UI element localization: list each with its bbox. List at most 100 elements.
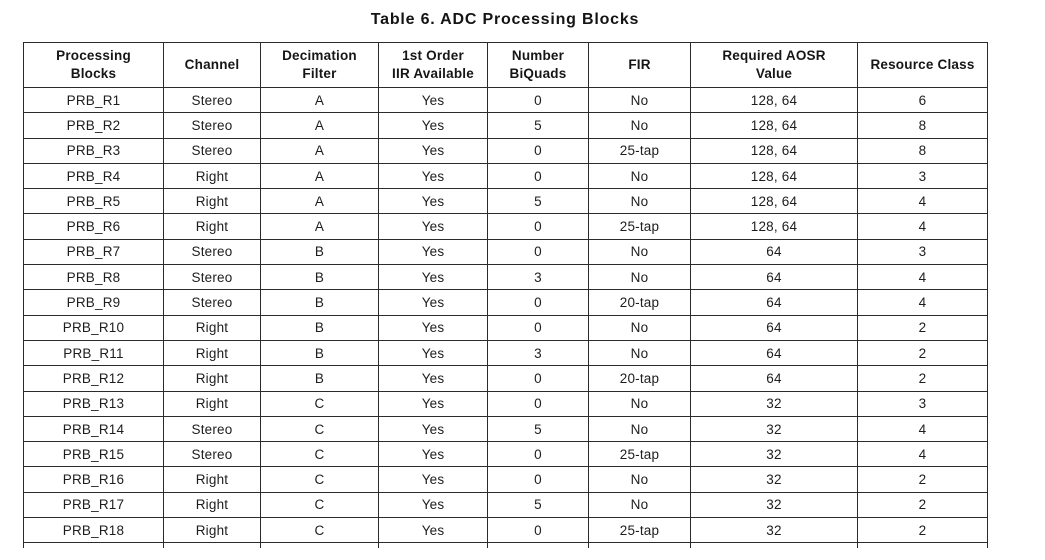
table-cell: 0	[487, 390, 589, 417]
table-cell: 32	[690, 491, 858, 519]
table-cell: 2	[857, 339, 988, 367]
table-cell: Yes	[378, 314, 488, 341]
table-cell: 3	[487, 339, 589, 367]
table-cell: C	[260, 517, 379, 544]
table-row-prb_r5: PRB_R5 Right A Yes 5 No 128, 64 4	[23, 188, 988, 215]
table-cell	[163, 542, 261, 548]
table-cell: Right	[163, 466, 261, 493]
table-cell: 32	[690, 415, 858, 443]
table-cell: 8	[857, 137, 988, 164]
table-cell: 128, 64	[690, 162, 858, 190]
table-cell: PRB_R9	[23, 289, 164, 316]
table-cell: Stereo	[163, 238, 261, 266]
table-cell: 25-tap	[588, 213, 691, 240]
table-row-prb_r17: PRB_R17 Right C Yes 5 No 32 2	[23, 491, 988, 519]
table-cell: Stereo	[163, 289, 261, 316]
table-cell	[378, 542, 488, 548]
table-cell: 64	[690, 264, 858, 291]
table-cell: A	[260, 188, 379, 215]
table-cell: No	[588, 466, 691, 493]
table-cell: 128, 64	[690, 188, 858, 215]
table-cell: PRB_R7	[23, 238, 164, 266]
table-cell: B	[260, 339, 379, 367]
table-cell: PRB_R5	[23, 188, 164, 215]
table-row-prb_r9: PRB_R9 Stereo B Yes 0 20-tap 64 4	[23, 289, 988, 316]
table-cell: 2	[857, 517, 988, 544]
table-cell: PRB_R17	[23, 491, 164, 519]
table-cell: 0	[487, 213, 589, 240]
table-cell: 6	[857, 86, 988, 114]
table-row-prb_r13: PRB_R13 Right C Yes 0 No 32 3	[23, 390, 988, 417]
table-cell: 4	[857, 264, 988, 291]
table-cell: No	[588, 314, 691, 341]
table-cell: 3	[857, 238, 988, 266]
table-cell: 64	[690, 289, 858, 316]
table-cell: 0	[487, 238, 589, 266]
table-row-prb_r8: PRB_R8 Stereo B Yes 3 No 64 4	[23, 264, 988, 291]
table-cell: A	[260, 213, 379, 240]
table-cell: C	[260, 466, 379, 493]
table-row-prb_r4: PRB_R4 Right A Yes 0 No 128, 64 3	[23, 162, 988, 190]
table-cell: B	[260, 289, 379, 316]
table-cell: 64	[690, 339, 858, 367]
table-cell: B	[260, 238, 379, 266]
table-cell: 4	[857, 415, 988, 443]
table-cell: Yes	[378, 264, 488, 291]
table-row-prb_r18: PRB_R18 Right C Yes 0 25-tap 32 2	[23, 517, 988, 544]
table-row-prb_r3: PRB_R3 Stereo A Yes 0 25-tap 128, 64 8	[23, 137, 988, 164]
table-cell: 5	[487, 491, 589, 519]
table-row-prb_r16: PRB_R16 Right C Yes 0 No 32 2	[23, 466, 988, 493]
adc-processing-blocks-table: Processing Blocks Channel Decimation Filte…	[23, 42, 988, 548]
table-row-prb_r10: PRB_R10 Right B Yes 0 No 64 2	[23, 314, 988, 341]
table-cell: PRB_R12	[23, 365, 164, 392]
table-cell: 0	[487, 86, 589, 114]
table-cell: Right	[163, 491, 261, 519]
table-body: PRB_R1 Stereo A Yes 0 No 128, 64 6 PRB_R2 Stereo A…	[23, 86, 988, 548]
table-cell: Yes	[378, 162, 488, 190]
table-cell: Yes	[378, 339, 488, 367]
table-cell: C	[260, 415, 379, 443]
table-cell: 0	[487, 314, 589, 341]
table-cell: 25-tap	[588, 137, 691, 164]
table-cell: No	[588, 264, 691, 291]
table-cell: Stereo	[163, 415, 261, 443]
table-row-prb_r11: PRB_R11 Right B Yes 3 No 64 2	[23, 339, 988, 367]
table-cell: Yes	[378, 112, 488, 139]
table-cell: No	[588, 415, 691, 443]
table-row-prb_r12: PRB_R12 Right B Yes 0 20-tap 64 2	[23, 365, 988, 392]
table-cell: 25-tap	[588, 441, 691, 468]
table-cell	[487, 542, 589, 548]
table-cell: No	[588, 390, 691, 417]
table-cell: Stereo	[163, 441, 261, 468]
table-cell: Right	[163, 517, 261, 544]
column-header-decimation-filter: Decimation Filter	[260, 42, 379, 88]
table-row-prb_r15: PRB_R15 Stereo C Yes 0 25-tap 32 4	[23, 441, 988, 468]
table-cell: No	[588, 491, 691, 519]
table-cell: Right	[163, 162, 261, 190]
table-cell: Right	[163, 390, 261, 417]
cropped-next-row	[23, 542, 988, 548]
table-cell: PRB_R10	[23, 314, 164, 341]
table-cell: 0	[487, 441, 589, 468]
table-cell: PRB_R11	[23, 339, 164, 367]
table-cell: Stereo	[163, 264, 261, 291]
table-cell: Yes	[378, 415, 488, 443]
table-cell: No	[588, 238, 691, 266]
table-row-prb_r2: PRB_R2 Stereo A Yes 5 No 128, 64 8	[23, 112, 988, 139]
table-cell: Right	[163, 188, 261, 215]
table-cell: B	[260, 365, 379, 392]
column-header-channel: Channel	[163, 42, 261, 88]
table-cell: 25-tap	[588, 517, 691, 544]
table-cell: PRB_R15	[23, 441, 164, 468]
column-header-1st-order-iir-available: 1st Order IIR Available	[378, 42, 488, 88]
table-cell: Right	[163, 365, 261, 392]
table-cell: 32	[690, 441, 858, 468]
table-cell: 3	[487, 264, 589, 291]
table-cell: Stereo	[163, 137, 261, 164]
table-cell	[857, 542, 988, 548]
table-cell: 128, 64	[690, 112, 858, 139]
table-cell: 2	[857, 314, 988, 341]
table-cell: B	[260, 264, 379, 291]
table-cell: 32	[690, 466, 858, 493]
table-cell: No	[588, 188, 691, 215]
